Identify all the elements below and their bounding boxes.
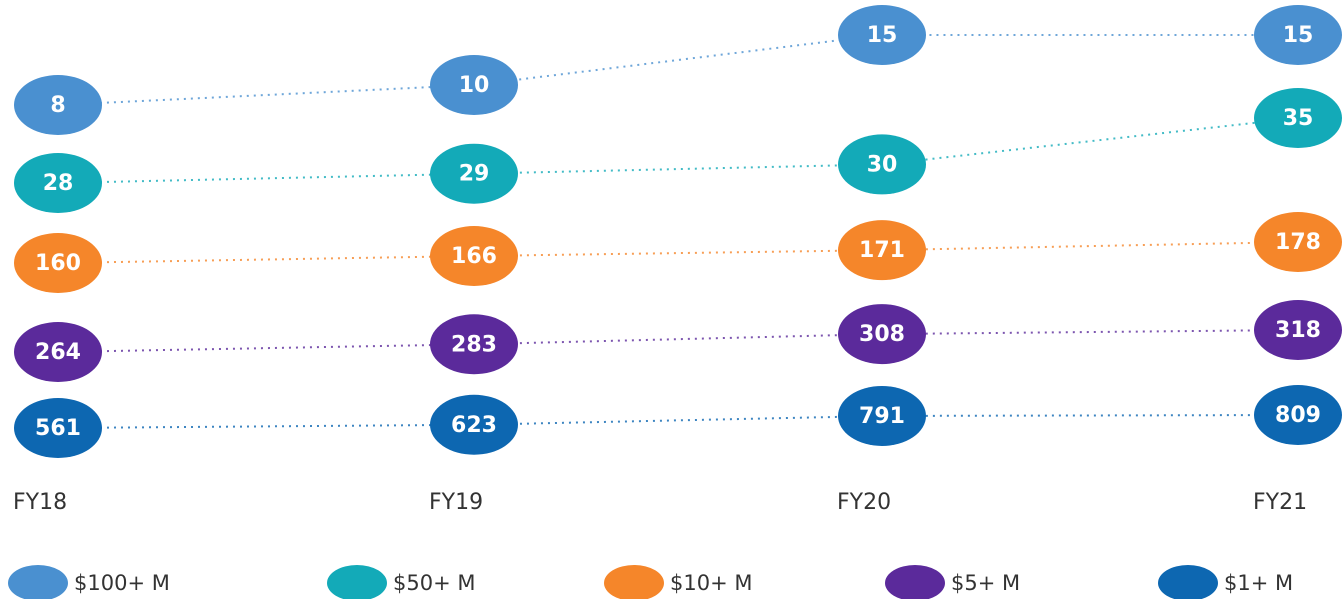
x-tick-label: FY20 [837, 490, 891, 515]
value-label: 10 [459, 73, 490, 98]
bubble [14, 322, 102, 382]
bubble [1254, 385, 1342, 445]
bubble [1254, 212, 1342, 272]
legend-swatch [885, 565, 945, 599]
value-label: 30 [867, 152, 898, 177]
bubble [430, 394, 518, 455]
value-label: 29 [459, 162, 490, 187]
bubble [838, 304, 926, 365]
legend-label: $10+ M [670, 571, 752, 595]
value-label: 28 [43, 171, 74, 196]
bubble [838, 134, 926, 195]
legend-label: $50+ M [393, 571, 475, 595]
bubble [1254, 5, 1342, 65]
bubble [430, 55, 518, 115]
value-label: 35 [1283, 106, 1314, 131]
value-label: 264 [35, 340, 81, 365]
bubble [430, 314, 518, 375]
legend-swatch [604, 565, 664, 599]
series-line [57, 34, 1298, 106]
value-label: 8 [50, 93, 65, 118]
bubble [1254, 88, 1342, 148]
series-line [57, 117, 1299, 184]
x-tick-label: FY19 [429, 490, 483, 515]
bubble [838, 220, 926, 281]
value-label: 791 [859, 404, 905, 429]
legend-swatch [8, 565, 68, 599]
bubble [430, 143, 518, 204]
legend-label: $5+ M [951, 571, 1020, 595]
value-label: 308 [859, 322, 905, 347]
series-line [57, 414, 1299, 429]
value-label: 318 [1275, 318, 1321, 343]
value-label: 15 [867, 23, 898, 48]
value-label: 166 [451, 244, 497, 269]
x-tick-label: FY21 [1253, 490, 1307, 515]
x-tick-label: FY18 [13, 490, 67, 515]
value-label: 283 [451, 332, 497, 357]
value-label: 160 [35, 251, 81, 276]
bubble [430, 226, 518, 286]
bubble [14, 153, 102, 213]
value-label: 561 [35, 416, 81, 441]
legend-swatch [327, 565, 387, 599]
value-label: 15 [1283, 23, 1314, 48]
bubble [838, 385, 926, 446]
bubble [838, 5, 926, 65]
bubble [14, 75, 102, 135]
series-line [57, 241, 1299, 264]
value-label: 178 [1275, 230, 1321, 255]
value-label: 809 [1275, 403, 1321, 428]
bubble [14, 398, 102, 458]
bubble [14, 233, 102, 293]
legend-swatch [1158, 565, 1218, 599]
legend-label: $1+ M [1224, 571, 1293, 595]
bubble [1254, 300, 1342, 360]
series-line [57, 329, 1299, 353]
legend-label: $100+ M [74, 571, 170, 595]
value-label: 623 [451, 413, 497, 438]
value-label: 171 [859, 238, 905, 263]
